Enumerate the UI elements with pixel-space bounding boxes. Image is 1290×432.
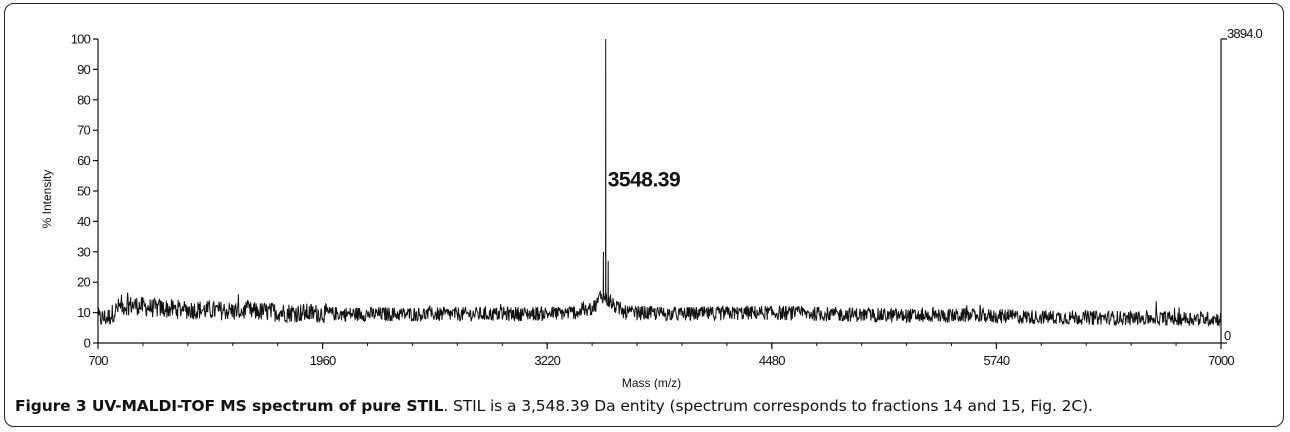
y-tick-label: 90 — [77, 62, 90, 77]
y-tick-label: 50 — [77, 184, 90, 199]
x-tick-label: 1960 — [310, 353, 336, 368]
spectrum-trace — [97, 38, 1222, 328]
x-tick-label: 700 — [88, 353, 108, 368]
caption-text: . STIL is a 3,548.39 Da entity (spectrum… — [443, 397, 1093, 415]
y-tick-label: 20 — [77, 275, 90, 290]
figure-frame: 0 10 20 30 40 50 60 70 80 90 100 700 1960 3220 4480 57… — [4, 3, 1284, 427]
x-axis-title: Mass (m/z) — [622, 376, 681, 390]
y-tick-label: 0 — [84, 336, 91, 351]
caption-label: Figure 3 UV-MALDI-TOF MS spectrum of pur… — [15, 397, 444, 415]
peak-annotation: 3548.39 — [608, 168, 680, 191]
x-tick-label: 5740 — [984, 353, 1010, 368]
x-tick-label: 3220 — [534, 353, 560, 368]
x-tick-label: 7000 — [1208, 353, 1234, 368]
y-tick-label: 30 — [77, 244, 90, 259]
y-axis-ticks: 0 10 20 30 40 50 60 70 80 90 100 — [71, 32, 98, 351]
x-tick-label: 4480 — [759, 353, 785, 368]
x-axis-ticks: 700 1960 3220 4480 5740 7000 — [88, 343, 1235, 368]
y-tick-label: 10 — [77, 305, 90, 320]
right-axis-min-label: 0 — [1224, 328, 1231, 343]
figure-caption: Figure 3 UV-MALDI-TOF MS spectrum of pur… — [15, 397, 1277, 415]
y-tick-label: 70 — [77, 123, 90, 138]
y-tick-label: 80 — [77, 92, 90, 107]
y-tick-label: 100 — [71, 32, 91, 47]
y-tick-label: 40 — [77, 214, 90, 229]
y-tick-label: 60 — [77, 153, 90, 168]
right-axis-max-label: 3894.0 — [1227, 26, 1263, 41]
y-axis-title: % Intensity — [40, 170, 54, 229]
spectrum-chart: 0 10 20 30 40 50 60 70 80 90 100 700 1960 3220 4480 57… — [40, 26, 1263, 390]
